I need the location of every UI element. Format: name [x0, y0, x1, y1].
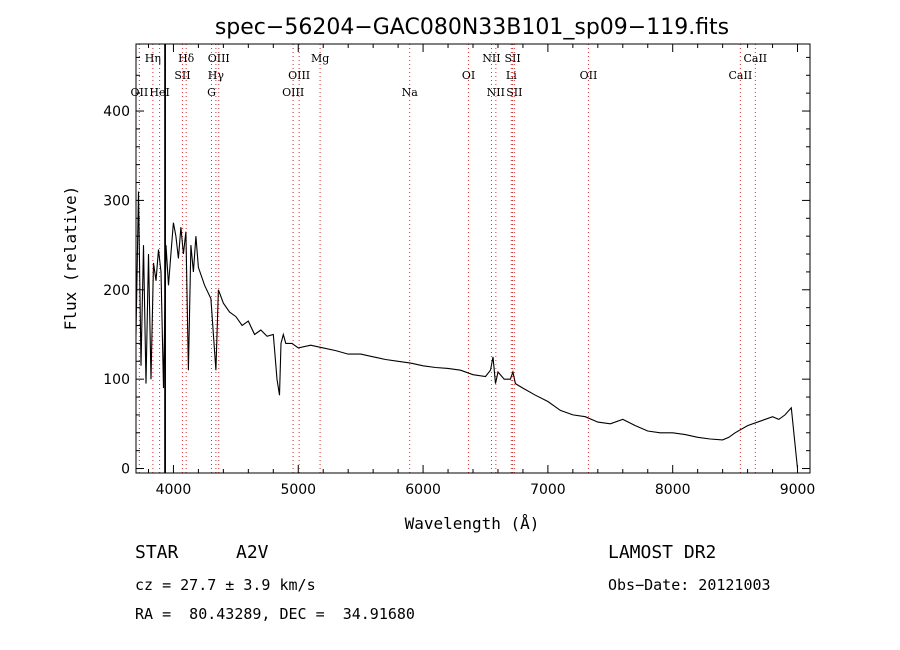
x-tick-label: 9000: [780, 482, 816, 498]
spectral-line-label: OIII: [288, 69, 310, 82]
x-tick-label: 5000: [280, 482, 316, 498]
spectral-line-label: NII: [487, 86, 505, 99]
spectral-line-label: NII: [482, 52, 500, 65]
spectral-line-label: Hη: [145, 52, 161, 65]
spectral-line-label: SII: [504, 52, 520, 65]
spectral-line-label: Mg: [311, 52, 329, 65]
spectral-line-label: OIII: [208, 52, 230, 65]
obs-date: Obs−Date: 20121003: [608, 576, 771, 594]
chart-title: spec−56204−GAC080N33B101_sp09−119.fits: [215, 15, 729, 40]
spectral-subclass: A2V: [236, 542, 269, 563]
spectral-line-label: HeI: [149, 86, 169, 99]
plot-frame: [135, 43, 811, 474]
x-tick-label: 6000: [405, 482, 441, 498]
spectral-line-label: Hγ: [208, 69, 225, 82]
y-tick-label: 100: [103, 372, 130, 388]
axis-ticks: 4000 5000 6000 7000 8000 9000 0 100 200 300 400: [103, 44, 815, 498]
spectral-line-label: SII: [506, 86, 522, 99]
spectral-line-label: CaII: [729, 69, 753, 82]
y-axis-label: Flux (relative): [61, 186, 80, 331]
line-markers: [138, 44, 756, 473]
x-tick-label: 4000: [156, 482, 192, 498]
spectral-line-label: G: [207, 86, 216, 99]
coordinates: RA = 80.43289, DEC = 34.91680: [135, 605, 415, 623]
spectral-line-label: OI: [462, 69, 475, 82]
object-class: STAR: [135, 542, 179, 563]
x-tick-label: 7000: [530, 482, 566, 498]
x-tick-label: 8000: [655, 482, 691, 498]
spectral-line-label: Li: [506, 69, 517, 82]
y-tick-label: 0: [121, 462, 130, 478]
spectral-line-label: CaII: [743, 52, 767, 65]
spectrum-series-line: [135, 191, 799, 469]
redshift-info: cz = 27.7 ± 3.9 km/s: [135, 576, 316, 594]
spectral-line-label: OIII: [282, 86, 304, 99]
spectral-line-label: OII: [131, 86, 149, 99]
spectral-line-label: Na: [402, 86, 419, 99]
y-tick-label: 400: [103, 104, 130, 120]
x-axis-label: Wavelength (Å): [405, 514, 540, 533]
survey-name: LAMOST DR2: [608, 542, 717, 563]
spectral-line-label: Hδ: [178, 52, 195, 65]
spectral-line-label: OII: [580, 69, 598, 82]
y-tick-label: 300: [103, 193, 130, 209]
spectral-line-label: SII: [174, 69, 190, 82]
y-tick-label: 200: [103, 283, 130, 299]
